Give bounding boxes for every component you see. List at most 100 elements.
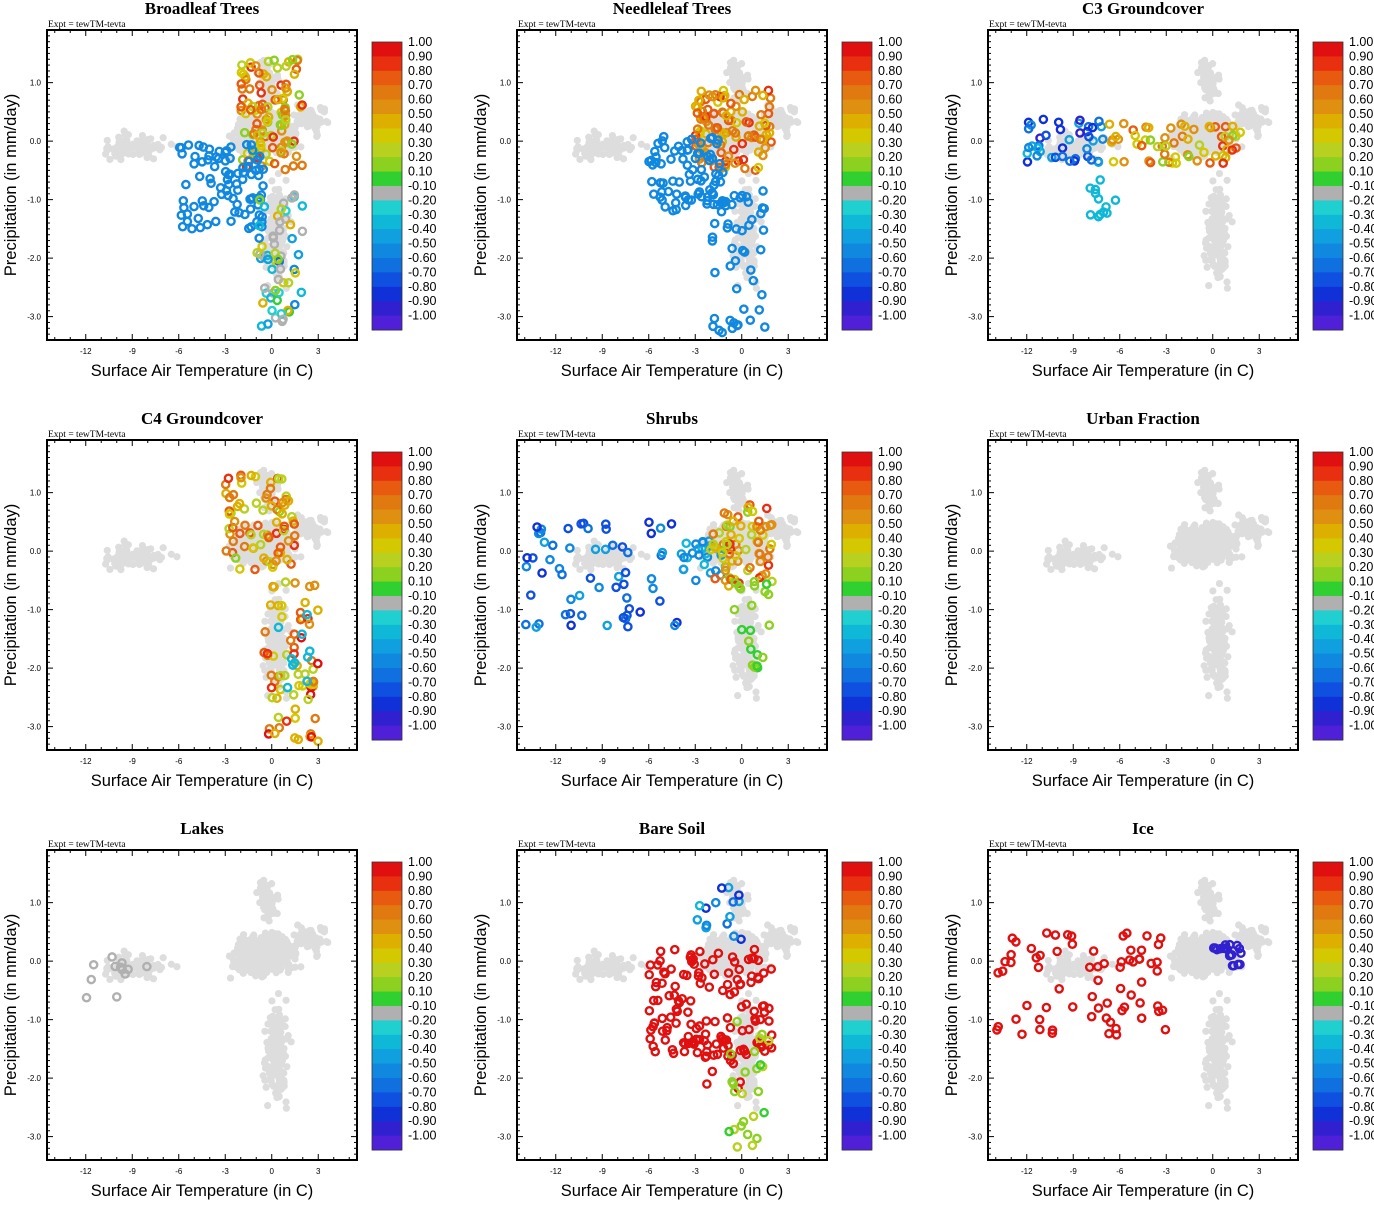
colored-point <box>289 235 296 242</box>
colorbar-swatch <box>1313 172 1343 187</box>
background-point <box>282 177 289 184</box>
y-tick-label: -2.0 <box>497 254 511 263</box>
colorbar-label: -0.60 <box>878 251 907 265</box>
background-point <box>104 547 111 554</box>
colored-point <box>282 579 289 586</box>
colorbar-label: 1.00 <box>408 35 432 49</box>
background-point <box>1202 208 1209 215</box>
colorbar-swatch <box>372 128 402 143</box>
colorbar-label: 0.90 <box>878 49 902 63</box>
points-layer <box>102 56 331 330</box>
colored-point <box>304 654 311 661</box>
y-tick-label: 1.0 <box>971 79 983 88</box>
colorbar-label: 1.00 <box>1349 35 1373 49</box>
background-point <box>1223 278 1230 285</box>
background-point <box>262 519 269 526</box>
colorbar-label: -0.30 <box>408 208 437 222</box>
colored-point <box>1185 153 1192 160</box>
colorbar-swatch <box>842 128 872 143</box>
colored-point <box>682 192 689 199</box>
background-point <box>1209 76 1216 83</box>
colored-point <box>268 684 275 691</box>
colored-point <box>741 96 748 103</box>
y-tick-label: -1.0 <box>497 196 511 205</box>
colorbar-swatch <box>1313 316 1343 331</box>
colored-point <box>1042 132 1049 139</box>
background-point <box>117 566 124 573</box>
colored-point <box>1112 197 1119 204</box>
colored-point <box>314 607 321 614</box>
x-tick-label: -12 <box>80 757 92 766</box>
colored-point <box>673 191 680 198</box>
x-tick-label: -9 <box>599 347 607 356</box>
colorbar-label: 0.60 <box>1349 93 1373 107</box>
colored-point <box>727 100 734 107</box>
colored-point <box>271 57 278 64</box>
colorbar-label: 0.30 <box>878 136 902 150</box>
background-point <box>587 156 594 163</box>
colored-point <box>246 85 253 92</box>
expt-label: Expt = tewTM-tevta <box>48 20 126 30</box>
plot-frame <box>47 30 357 340</box>
background-point <box>1203 109 1210 116</box>
background-point <box>272 186 279 193</box>
colored-point <box>711 220 718 227</box>
colored-point <box>1159 158 1166 165</box>
background-point <box>245 555 252 562</box>
background-point <box>1209 228 1216 235</box>
colored-point <box>1102 203 1109 210</box>
background-point <box>614 144 621 151</box>
background-point <box>173 553 180 560</box>
y-tick-label: -2.0 <box>27 254 41 263</box>
background-point <box>585 145 592 152</box>
colorbar-label: -0.40 <box>878 222 907 236</box>
x-tick-label: -12 <box>550 347 562 356</box>
colored-point <box>258 89 265 96</box>
colored-point <box>717 178 724 185</box>
colored-point <box>731 192 738 199</box>
colorbar-swatch <box>842 200 872 215</box>
background-point <box>574 137 581 144</box>
x-tick-label: -3 <box>692 347 700 356</box>
colorbar-swatch <box>1313 287 1343 302</box>
colored-point <box>767 95 774 102</box>
colored-point <box>275 714 282 721</box>
colorbar-swatch <box>842 42 872 57</box>
colored-point <box>1076 129 1083 136</box>
colored-point <box>1106 121 1113 128</box>
colorbar-swatch <box>372 200 402 215</box>
colored-point <box>191 153 198 160</box>
background-point <box>297 553 304 560</box>
colored-point <box>246 158 253 165</box>
colorbar-label: 0.70 <box>1349 78 1373 92</box>
background-point <box>313 133 320 140</box>
colored-point <box>274 64 281 71</box>
colorbar-label: 0.80 <box>408 64 432 78</box>
y-tick-label: 1.0 <box>30 79 42 88</box>
background-point <box>746 143 753 150</box>
colored-point <box>305 696 312 703</box>
colored-point <box>261 285 268 292</box>
colored-point <box>1206 159 1213 166</box>
colored-point <box>205 204 212 211</box>
colorbar-label: -1.00 <box>1349 309 1374 323</box>
colored-point <box>291 579 298 586</box>
x-tick-label: -3 <box>222 347 230 356</box>
colorbar-label: 0.40 <box>878 121 902 135</box>
background-point <box>1203 236 1210 243</box>
colored-point <box>711 269 718 276</box>
background-point <box>103 147 110 154</box>
colorbar-label: -0.10 <box>878 179 907 193</box>
colored-point <box>291 71 298 78</box>
colorbar-label: -0.70 <box>878 265 907 279</box>
colored-point <box>669 178 676 185</box>
background-point <box>620 155 627 162</box>
colored-point <box>1120 120 1127 127</box>
colorbar-swatch <box>372 258 402 273</box>
y-tick-label: -3.0 <box>27 313 41 322</box>
colorbar-swatch <box>372 316 402 331</box>
colorbar-swatch <box>372 56 402 71</box>
background-point <box>753 285 760 292</box>
